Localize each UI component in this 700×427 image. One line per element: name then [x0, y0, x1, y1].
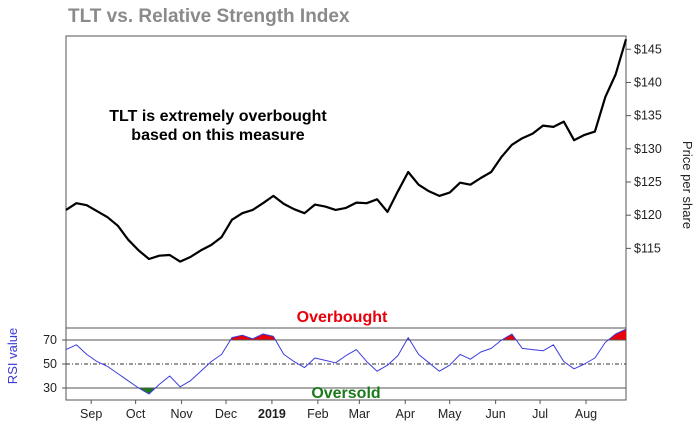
x-tick-label: May: [438, 407, 462, 421]
rsi-series: [65, 328, 627, 395]
rsi-axis-label: RSI value: [5, 328, 20, 384]
price-axis-label: Price per share: [680, 141, 695, 229]
rsi-y-tick-label: 70: [43, 333, 57, 347]
overbought-label: Overbought: [297, 309, 388, 326]
rsi-oversold-fill: [138, 388, 156, 394]
price-series: [65, 38, 628, 263]
price-y-tick-label: $120: [634, 208, 662, 222]
price-y-tick-label: $125: [634, 175, 662, 189]
price-y-tick-label: $130: [634, 142, 662, 156]
price-panel-frame: [65, 35, 627, 329]
price-y-axis: $115 $120 $125 $130 $135 $140 $145: [626, 42, 662, 255]
x-tick-label: Sep: [80, 407, 102, 421]
x-axis: Sep Oct Nov Dec 2019 Feb Mar Apr May Jun Jul Aug: [80, 400, 597, 421]
x-tick-label: Nov: [170, 407, 193, 421]
price-y-tick-label: $140: [634, 75, 662, 89]
rsi-y-tick-label: 30: [43, 381, 57, 395]
x-tick-label: Apr: [396, 407, 415, 421]
x-tick-label: Jun: [486, 407, 506, 421]
oversold-label: Oversold: [311, 385, 380, 402]
x-tick-label: Oct: [126, 407, 146, 421]
x-tick-label: Dec: [215, 407, 237, 421]
price-y-tick-label: $115: [634, 241, 661, 255]
rsi-y-axis: 30 50 70: [43, 333, 66, 395]
x-tick-label: 2019: [258, 407, 286, 421]
price-line: [65, 38, 628, 263]
x-tick-label: Mar: [349, 407, 371, 421]
rsi-overbought-fill: [608, 329, 626, 340]
rsi-line: [65, 328, 627, 395]
rsi-reference-lines: [66, 339, 626, 389]
x-tick-label: Aug: [575, 407, 597, 421]
x-tick-label: Jul: [532, 407, 548, 421]
chart-title: TLT vs. Relative Strength Index: [68, 6, 350, 27]
annotation-line-2: based on this measure: [131, 127, 304, 144]
rsi-y-tick-label: 50: [43, 357, 57, 371]
price-y-tick-label: $145: [634, 42, 662, 56]
annotation-line-1: TLT is extremely overbought: [109, 108, 327, 125]
x-tick-label: Feb: [307, 407, 329, 421]
price-y-tick-label: $135: [634, 109, 662, 123]
